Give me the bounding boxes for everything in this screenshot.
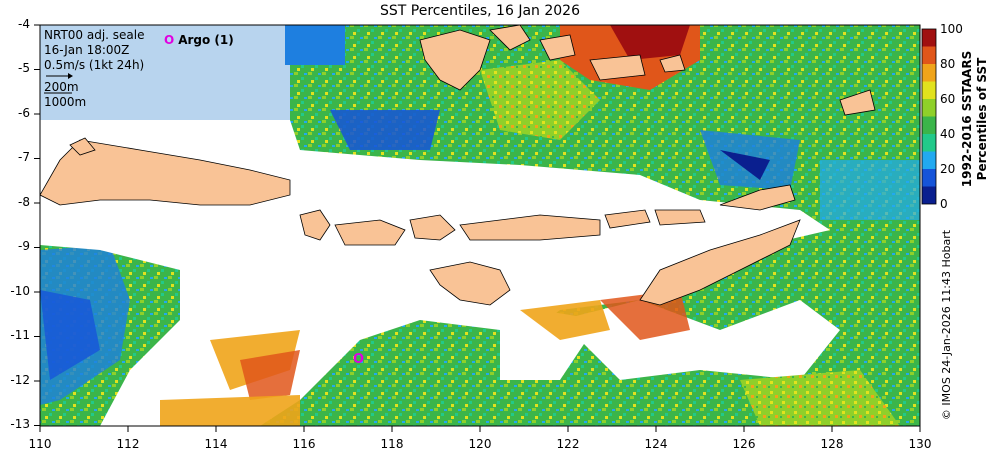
argo-label: Argo (1) [178, 33, 234, 47]
legend-200m-line [44, 92, 72, 94]
colorbar-tick-label: 40 [940, 127, 956, 141]
y-tick-label: -7 [18, 150, 30, 164]
y-tick-label: -4 [18, 17, 30, 31]
y-axis-ticks [34, 24, 40, 426]
colorbar-title: 1992-2016 SSTAARS Percentiles of SST [960, 51, 989, 187]
colorbar-title-line1: 1992-2016 SSTAARS [960, 51, 974, 187]
x-tick-label: 130 [908, 437, 932, 451]
sst-field [40, 25, 920, 426]
y-tick-label: -12 [10, 373, 30, 387]
map-title: SST Percentiles, 16 Jan 2026 [380, 3, 580, 19]
argo-marker-icon: O [164, 33, 175, 47]
x-axis-ticks [39, 426, 921, 432]
y-tick-label: -11 [10, 328, 30, 342]
colorbar-tick-label: 0 [940, 197, 948, 211]
x-tick-label: 118 [380, 437, 404, 451]
credit-text: © IMOS 24-Jan-2026 11:43 Hobart [940, 229, 953, 420]
argo-float-marker: O [353, 352, 365, 367]
y-tick-label: -8 [18, 195, 30, 209]
argo-legend: O Argo (1) [164, 33, 234, 47]
y-tick-label: -5 [18, 61, 30, 75]
x-tick-label: 124 [644, 437, 668, 451]
legend-1000m-contour: 1000m [44, 95, 87, 109]
y-tick-label: -9 [18, 239, 30, 253]
x-tick-label: 126 [732, 437, 756, 451]
colorbar-tick-label: 80 [940, 57, 956, 71]
colorbar-title-line2: Percentiles of SST [975, 57, 989, 180]
legend-time-label: 16-Jan 18:00Z [44, 43, 130, 57]
x-tick-label: 110 [28, 437, 52, 451]
legend-vector-scale: 0.5m/s (1kt 24h) [44, 58, 145, 72]
x-tick-label: 128 [820, 437, 844, 451]
y-tick-label: -10 [10, 284, 30, 298]
vector-scale-arrow-icon [46, 73, 73, 79]
x-tick-label: 122 [556, 437, 580, 451]
colorbar-tick-label: 100 [940, 22, 963, 36]
colorbar [921, 28, 937, 205]
x-tick-label: 114 [204, 437, 228, 451]
x-tick-label: 112 [116, 437, 140, 451]
land-masses [40, 25, 876, 306]
x-tick-label: 116 [292, 437, 316, 451]
credit-label: © IMOS 24-Jan-2026 11:43 Hobart [940, 229, 953, 420]
y-tick-label: -6 [18, 106, 30, 120]
legend-200m-contour: 200m [44, 80, 79, 94]
colorbar-tick-label: 20 [940, 162, 956, 176]
y-tick-label: -13 [10, 417, 30, 431]
legend-model-label: NRT00 adj. seale [44, 28, 145, 42]
colorbar-tick-label: 60 [940, 92, 956, 106]
x-tick-label: 120 [468, 437, 492, 451]
